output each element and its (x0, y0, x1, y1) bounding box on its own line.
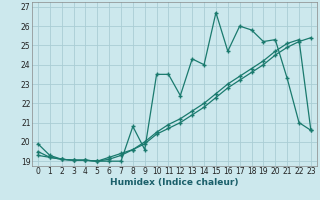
X-axis label: Humidex (Indice chaleur): Humidex (Indice chaleur) (110, 178, 239, 187)
